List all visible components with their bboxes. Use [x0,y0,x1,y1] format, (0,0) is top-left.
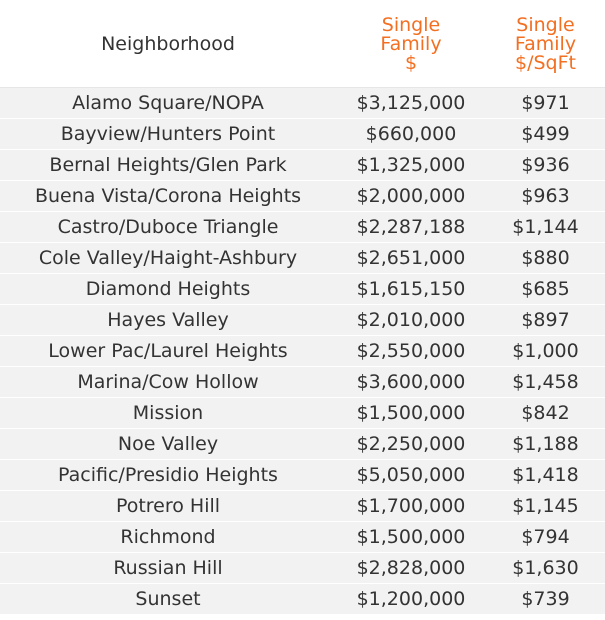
neighborhood-cell: Alamo Square/NOPA [72,92,264,114]
neighborhood-cell: Cole Valley/Haight-Ashbury [38,247,298,269]
single-family-price-cell: $2,000,000 [356,185,466,207]
single-family-sqft-cell: $1,418 [512,464,579,486]
single-family-price-cell: $2,250,000 [356,433,466,455]
single-family-sqft-cell: $897 [521,309,570,331]
table-row: Castro/Duboce Triangle $2,287,188 $1,144 [0,212,605,243]
header-price-line-1: Single [381,14,441,36]
neighborhood-cell: Marina/Cow Hollow [77,371,259,393]
single-family-price-cell: $3,125,000 [356,92,466,114]
single-family-sqft-cell: $880 [521,247,570,269]
single-family-sqft-cell: $936 [521,154,570,176]
table-body: Alamo Square/NOPA $3,125,000 $971 Bayview/H… [0,87,605,615]
single-family-sqft-cell: $1,188 [512,433,579,455]
single-family-sqft-cell: $963 [521,185,570,207]
single-family-sqft-cell: $499 [521,123,570,145]
single-family-price-cell: $2,550,000 [356,340,466,362]
single-family-sqft-cell: $1,000 [512,340,579,362]
header-sqft-line-2: Family [514,33,577,55]
neighborhood-cell: Diamond Heights [85,278,251,300]
header-sqft-line-1: Single [516,14,575,36]
header-single-family-price: Single Family $ [336,0,486,87]
header-price-line-3: $ [404,52,418,74]
single-family-price-cell: $5,050,000 [356,464,466,486]
table-row: Bayview/Hunters Point $660,000 $499 [0,119,605,150]
neighborhood-cell: Russian Hill [113,557,223,579]
single-family-sqft-cell: $739 [521,588,570,610]
single-family-price-cell: $1,615,150 [356,278,466,300]
single-family-sqft-cell: $1,458 [512,371,579,393]
header-price-line-2: Family [380,33,442,55]
header-sqft-line-3: $/SqFt [515,52,576,74]
table-row: Lower Pac/Laurel Heights $2,550,000 $1,000 [0,336,605,367]
neighborhood-cell: Noe Valley [117,433,219,455]
single-family-sqft-cell: $1,145 [512,495,579,517]
table-header: Neighborhood Single Family $ Single Fami… [0,0,605,87]
table-row: Russian Hill $2,828,000 $1,630 [0,553,605,584]
neighborhood-cell: Richmond [120,526,216,548]
table-row: Mission $1,500,000 $842 [0,398,605,429]
table-row: Marina/Cow Hollow $3,600,000 $1,458 [0,367,605,398]
table-row: Alamo Square/NOPA $3,125,000 $971 [0,88,605,119]
header-single-family-sqft: Single Family $/SqFt [486,0,605,87]
neighborhood-cell: Castro/Duboce Triangle [57,216,279,238]
single-family-price-cell: $2,651,000 [356,247,466,269]
neighborhood-cell: Buena Vista/Corona Heights [34,185,302,207]
single-family-sqft-cell: $1,144 [512,216,579,238]
single-family-sqft-cell: $971 [521,92,570,114]
single-family-price-cell: $660,000 [365,123,457,145]
neighborhood-cell: Pacific/Presidio Heights [58,464,278,486]
single-family-sqft-cell: $794 [521,526,570,548]
table-row: Cole Valley/Haight-Ashbury $2,651,000 $880 [0,243,605,274]
single-family-price-cell: $2,828,000 [356,557,466,579]
single-family-price-cell: $1,700,000 [356,495,466,517]
single-family-sqft-cell: $1,630 [512,557,579,579]
single-family-price-cell: $1,200,000 [356,588,466,610]
table-row: Diamond Heights $1,615,150 $685 [0,274,605,305]
header-neighborhood: Neighborhood [101,32,235,55]
neighborhood-cell: Lower Pac/Laurel Heights [48,340,288,362]
table-row: Pacific/Presidio Heights $5,050,000 $1,418 [0,460,605,491]
single-family-price-cell: $3,600,000 [356,371,466,393]
table-row: Noe Valley $2,250,000 $1,188 [0,429,605,460]
table-row: Richmond $1,500,000 $794 [0,522,605,553]
single-family-sqft-cell: $842 [521,402,570,424]
neighborhood-cell: Bayview/Hunters Point [60,123,276,145]
table-row: Buena Vista/Corona Heights $2,000,000 $963 [0,181,605,212]
single-family-price-cell: $2,010,000 [356,309,466,331]
single-family-price-cell: $1,325,000 [356,154,466,176]
single-family-price-cell: $2,287,188 [356,216,466,238]
table-row: Hayes Valley $2,010,000 $897 [0,305,605,336]
neighborhood-cell: Potrero Hill [115,495,221,517]
neighborhood-cell: Mission [132,402,204,424]
table-row: Bernal Heights/Glen Park $1,325,000 $936 [0,150,605,181]
single-family-sqft-cell: $685 [521,278,570,300]
neighborhood-cell: Hayes Valley [107,309,229,331]
single-family-price-cell: $1,500,000 [356,402,466,424]
single-family-price-cell: $1,500,000 [356,526,466,548]
neighborhood-cell: Bernal Heights/Glen Park [49,154,287,176]
neighborhood-cell: Sunset [135,588,201,610]
table-row: Potrero Hill $1,700,000 $1,145 [0,491,605,522]
table-row: Sunset $1,200,000 $739 [0,584,605,615]
